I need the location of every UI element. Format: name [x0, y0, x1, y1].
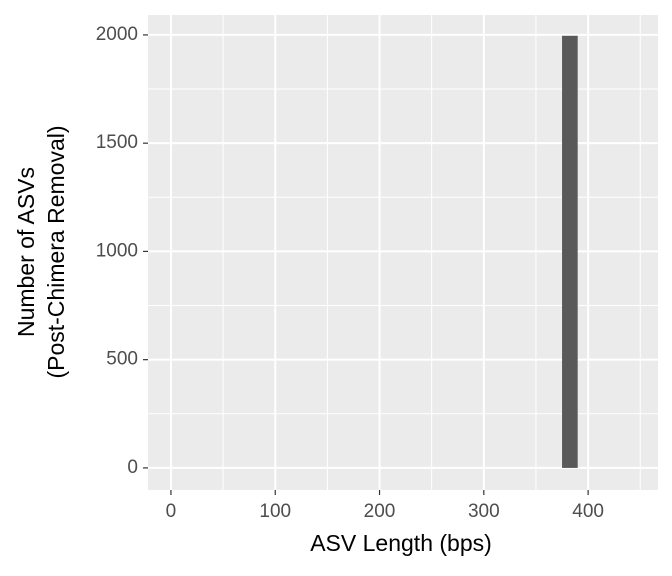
y-tick-label: 1500 — [96, 132, 138, 153]
bar — [562, 35, 578, 468]
x-tick-label: 400 — [572, 501, 604, 522]
y-tick-label: 1000 — [96, 240, 138, 261]
x-tick-label: 0 — [166, 501, 177, 522]
y-axis-title: (Post-Chimera Removal) — [43, 125, 69, 378]
y-axis-title: Number of ASVs — [13, 167, 39, 337]
y-tick-label: 500 — [106, 349, 138, 370]
x-axis-title: ASV Length (bps) — [310, 530, 492, 556]
y-tick-label: 2000 — [96, 24, 138, 45]
y-tick-label: 0 — [127, 457, 138, 478]
x-tick-label: 200 — [364, 501, 396, 522]
panel — [148, 15, 658, 490]
x-tick-label: 100 — [259, 501, 291, 522]
x-tick-label: 300 — [468, 501, 500, 522]
